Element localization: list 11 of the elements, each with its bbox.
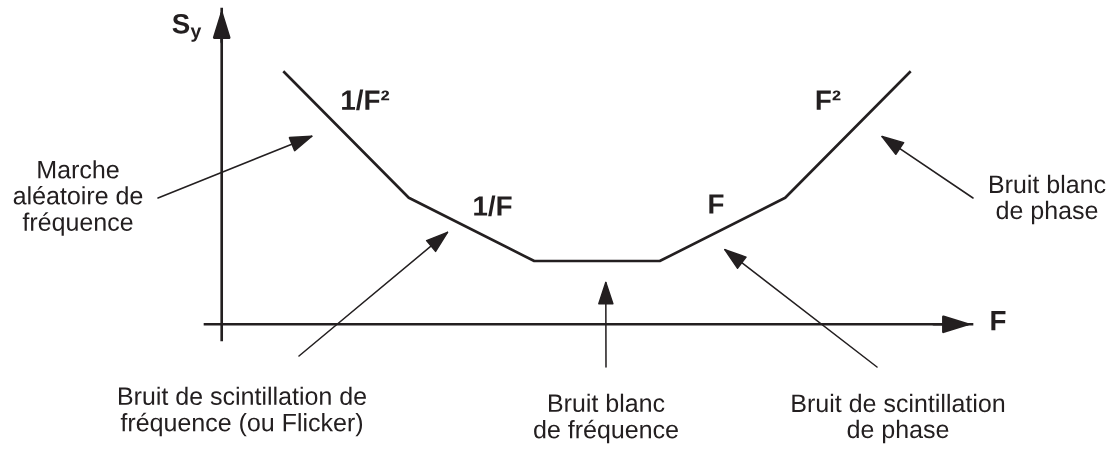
- x-axis-title: F: [991, 311, 1006, 331]
- text: Bruit de scintillation de fréquence (ou Flicker): [118, 386, 366, 437]
- text: Bruit blanc de phase: [990, 174, 1106, 225]
- text: Bruit blanc de fréquence: [534, 393, 678, 444]
- annotation: F²: [816, 90, 841, 110]
- annotation: 1/F²: [342, 89, 390, 111]
- text: Bruit de scintillation de phase: [792, 393, 1005, 444]
- text: Marche aléatoire de fréquence: [13, 160, 143, 236]
- annotation: F: [709, 194, 724, 214]
- y-axis-title: S$_{y}$: [172, 13, 202, 42]
- annotation: 1/F: [474, 195, 512, 217]
